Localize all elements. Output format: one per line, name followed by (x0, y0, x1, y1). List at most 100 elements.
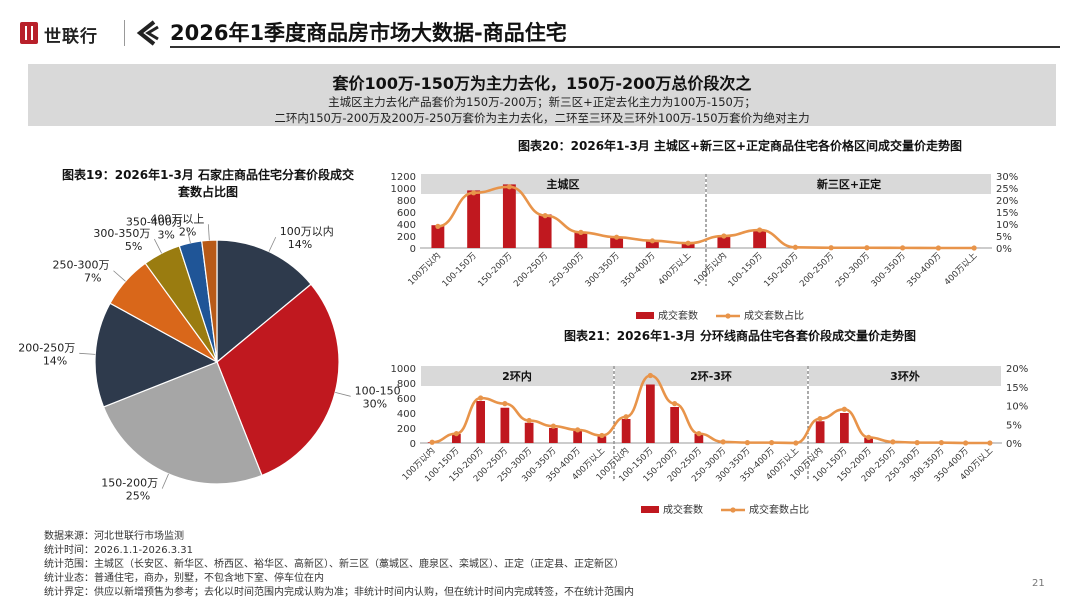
legend-bar-label: 成交套数 (658, 309, 698, 322)
share-point (864, 245, 870, 251)
y2-tick-label: 5% (1006, 420, 1022, 431)
pie-slice-label: 200-250万 (18, 341, 75, 354)
bar (815, 421, 825, 443)
share-point (769, 440, 775, 446)
group-header-label: 3环外 (890, 369, 920, 383)
x-tick-label: 250-300万 (548, 251, 586, 289)
legend-line-label: 成交套数占比 (749, 503, 809, 516)
bar (538, 214, 552, 248)
share-point (453, 431, 459, 437)
share-point (696, 431, 702, 437)
x-tick-label: 250-300万 (834, 251, 872, 289)
pie-leader-line (153, 238, 162, 254)
share-point (649, 238, 655, 244)
legend-bar-swatch (636, 312, 654, 319)
legend-line-label: 成交套数占比 (744, 309, 804, 322)
bar (431, 225, 445, 248)
legend-bar-label: 成交套数 (663, 503, 703, 516)
share-point (720, 439, 726, 445)
page-header: 世联行 2026年1季度商品房市场大数据-商品住宅 (0, 0, 1080, 60)
bar (476, 401, 485, 443)
bar (864, 437, 873, 443)
share-point (890, 439, 896, 445)
group-header-label: 2环-3环 (690, 370, 732, 383)
group-header-band (809, 366, 1001, 386)
pie-slice-label: 100万以内 (280, 224, 334, 238)
share-point (506, 184, 512, 190)
share-point (841, 406, 847, 412)
pie-leader-line (207, 224, 210, 241)
share-point (757, 227, 763, 233)
share-point (599, 432, 605, 439)
x-tick-label: 300-350万 (870, 251, 908, 289)
brand-name: 世联行 (44, 27, 98, 47)
group-header-band (615, 366, 807, 386)
pie-slice-value: 30% (363, 397, 387, 410)
pie-leader-line (186, 227, 191, 244)
group-header-label: 2环内 (502, 369, 532, 383)
x-tick-label: 400万以上 (943, 251, 980, 288)
legend-line-marker (725, 313, 731, 319)
page-title: 2026年1季度商品房市场大数据-商品住宅 (170, 21, 567, 45)
y2-tick-label: 15% (1006, 383, 1028, 394)
bar (753, 230, 767, 248)
summary-box: 套价100万-150万为主力去化，150万-200万总价段次之 主城区主力去化产… (28, 64, 1056, 126)
y2-tick-label: 25% (996, 184, 1018, 195)
pie-slice-value: 7% (84, 272, 101, 285)
x-tick-label: 300-350万 (584, 251, 622, 289)
share-point (935, 245, 941, 251)
footer-period: 统计时间：2026.1.1-2026.3.31 (44, 545, 194, 556)
group-header-label: 新三区+正定 (817, 177, 881, 191)
y-tick-label: 200 (397, 424, 416, 435)
group-header-band (707, 174, 991, 194)
share-point (614, 234, 620, 240)
y2-tick-label: 10% (996, 220, 1018, 231)
x-tick-label: 100-150万 (727, 251, 765, 289)
summary-line-1: 主城区主力去化产品套价为150万-200万；新三区+正定去化主力为100万-15… (328, 95, 756, 109)
title-underline (170, 46, 1060, 48)
pie-leader-line (335, 391, 351, 397)
footer-source: 数据来源：河北世联行市场监测 (44, 531, 184, 542)
pie-slice-label: 400万以上 (150, 212, 204, 225)
share-point (828, 245, 834, 251)
pie-slice-value: 3% (157, 228, 174, 241)
x-tick-label: 150-200万 (476, 251, 514, 289)
share-point (526, 417, 532, 424)
share-point (914, 440, 920, 446)
bar (452, 434, 461, 443)
share-point (721, 233, 727, 239)
bar (502, 184, 516, 248)
legend-line-marker (730, 507, 736, 513)
pie-slice-label: 150-200万 (101, 477, 158, 490)
y-tick-label: 600 (397, 394, 416, 405)
share-point (672, 401, 678, 407)
share-point (817, 416, 823, 422)
bar (500, 407, 510, 443)
chart21: 2环内 2环-3环 3环外 0 200 400 600 800 1000 0% 5% 10% 15% 20… (391, 364, 1029, 516)
y-tick-label: 0 (410, 244, 416, 255)
share-point (900, 245, 906, 251)
y-tick-label: 1000 (391, 184, 416, 195)
y-tick-label: 800 (397, 196, 416, 207)
chart21-title: 图表21：2026年1-3月 分环线商品住宅各套价段成交量价走势图 (564, 329, 916, 343)
summary-line-2: 二环内150万-200万及200万-250万套价为主力去化，二环至三环及三环外1… (274, 111, 810, 125)
page-number: 21 (1032, 578, 1045, 589)
bar (646, 384, 655, 443)
x-tick-label: 100-150万 (441, 251, 479, 289)
y2-tick-label: 0% (1006, 439, 1022, 450)
share-point (542, 213, 548, 219)
bar (524, 422, 534, 443)
brand-logo-icon (20, 22, 38, 44)
bar (574, 231, 588, 248)
y-tick-label: 400 (397, 220, 416, 231)
y2-tick-label: 10% (1006, 402, 1028, 413)
bar (670, 407, 679, 443)
x-tick-label: 200-250万 (512, 251, 550, 289)
header-divider (124, 20, 125, 46)
pie-leader-line (268, 236, 277, 252)
share-point (623, 414, 629, 420)
y-tick-label: 400 (397, 409, 416, 420)
share-point (647, 372, 653, 379)
bar (573, 431, 582, 443)
share-line (437, 185, 975, 250)
